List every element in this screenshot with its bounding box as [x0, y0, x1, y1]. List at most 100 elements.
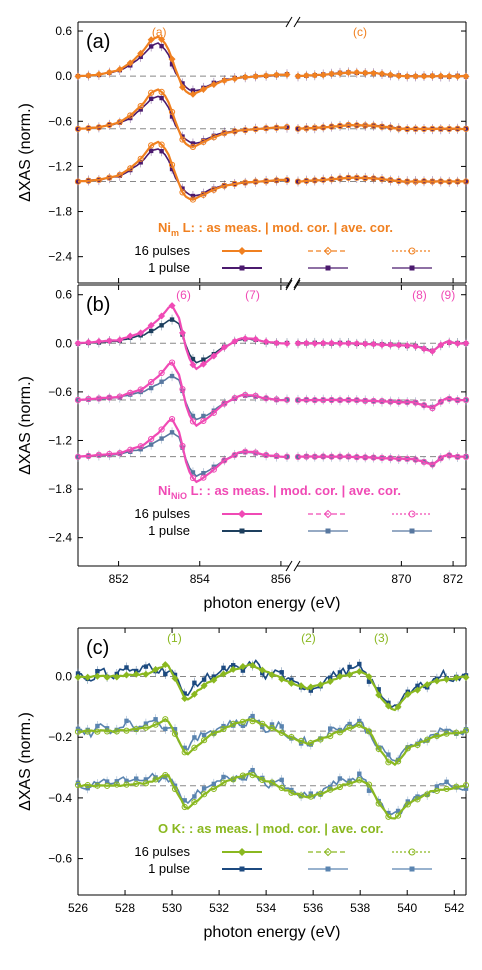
marker-16-pulse — [93, 672, 101, 680]
marker-16-pulse — [94, 728, 101, 735]
marker-1-pulse — [128, 392, 133, 397]
marker-16-pulse — [297, 682, 305, 690]
marker-16-pulse — [158, 35, 166, 43]
marker-16-pulse — [378, 70, 386, 78]
marker-16-pulse — [395, 177, 402, 185]
marker-16-pulse — [181, 749, 188, 756]
marker-1-pulse — [279, 670, 284, 675]
y-tick-label: 0.0 — [55, 336, 72, 350]
marker-16-pulse — [162, 716, 169, 723]
marker-16-pulse — [168, 359, 176, 366]
x-tick-label: 542 — [444, 901, 464, 915]
marker-16-pulse — [302, 72, 310, 80]
marker-16-pulse — [231, 75, 239, 83]
marker-16-pulse — [362, 175, 369, 182]
marker-1-pulse — [180, 186, 185, 191]
marker-16-pulse — [344, 68, 352, 76]
marker-16-pulse — [302, 339, 310, 347]
marker-16-pulse — [168, 55, 176, 63]
marker-16-pulse — [189, 361, 197, 369]
marker-1-pulse — [328, 675, 333, 680]
marker-16-pulse — [353, 340, 361, 348]
marker-16-pulse — [433, 787, 440, 794]
marker-16-pulse — [84, 673, 92, 681]
x-tick-label: 870 — [391, 572, 411, 586]
marker-16-pulse — [412, 342, 420, 350]
marker-1-pulse — [337, 776, 343, 781]
marker-1-pulse — [159, 379, 164, 384]
marker-16-pulse — [462, 782, 470, 789]
marker-16-pulse — [74, 728, 82, 735]
marker-16-pulse — [445, 338, 453, 346]
marker-16-pulse — [453, 783, 460, 790]
marker-16-pulse — [142, 670, 150, 678]
legend-marker — [238, 247, 246, 255]
x-tick-label: 526 — [68, 901, 88, 915]
marker-16-pulse — [336, 396, 344, 404]
marker-16-pulse — [283, 453, 291, 460]
marker-16-pulse — [263, 125, 270, 132]
marker-16-pulse — [113, 781, 120, 788]
marker-16-pulse — [104, 728, 111, 735]
marker-16-pulse — [353, 122, 360, 129]
marker-16-pulse — [462, 339, 470, 347]
marker-16-pulse — [199, 85, 207, 93]
marker-1-pulse — [192, 680, 197, 685]
marker-1-pulse — [211, 133, 217, 139]
marker-16-pulse — [137, 386, 144, 393]
marker-16-pulse — [420, 345, 428, 353]
marker-16-pulse — [428, 72, 436, 80]
marker-16-pulse — [127, 389, 134, 396]
marker-16-pulse — [242, 179, 249, 186]
marker-1-pulse — [169, 62, 175, 67]
marker-16-pulse — [387, 398, 394, 405]
marker-16-pulse — [462, 673, 470, 681]
marker-1-pulse — [169, 430, 175, 435]
marker-16-pulse — [462, 125, 470, 132]
marker-16-pulse — [346, 671, 354, 679]
marker-16-pulse — [171, 730, 179, 737]
y-tick-label: −0.4 — [48, 791, 72, 805]
y-axis-label: ΔXAS (norm.) — [17, 103, 34, 202]
marker-16-pulse — [249, 772, 256, 779]
marker-1-pulse — [211, 674, 216, 679]
marker-1-pulse — [190, 88, 196, 93]
marker-16-pulse — [395, 758, 402, 765]
marker-16-pulse — [116, 449, 123, 457]
marker-1-pulse — [148, 96, 154, 102]
marker-16-pulse — [168, 415, 176, 423]
marker-16-pulse — [303, 125, 310, 132]
marker-1-pulse — [182, 691, 187, 696]
marker-16-pulse — [452, 674, 460, 682]
marker-16-pulse — [161, 661, 169, 669]
marker-16-pulse — [370, 397, 377, 405]
marker-16-pulse — [420, 72, 428, 80]
marker-16-pulse — [74, 125, 82, 133]
marker-16-pulse — [394, 703, 402, 711]
marker-16-pulse — [311, 71, 319, 79]
marker-16-pulse — [445, 72, 453, 80]
marker-16-pulse — [375, 800, 382, 807]
marker-16-pulse — [147, 36, 155, 44]
marker-16-pulse — [420, 459, 428, 466]
marker-16-pulse — [283, 340, 291, 348]
marker-16-pulse — [95, 124, 103, 131]
marker-16-pulse — [263, 395, 270, 402]
series-line-16-pulse — [77, 717, 467, 767]
marker-1-pulse — [190, 356, 196, 362]
y-tick-label: −0.6 — [48, 852, 72, 866]
x-tick-label: 538 — [350, 901, 370, 915]
marker-16-pulse — [84, 71, 92, 79]
marker-16-pulse — [113, 728, 120, 735]
axis-break-mark — [293, 277, 301, 289]
marker-1-pulse — [172, 783, 178, 788]
marker-1-pulse — [124, 778, 129, 784]
legend: Nim L: : as meas. | mod. cor. | ave. cor… — [134, 220, 432, 275]
marker-16-pulse — [95, 451, 103, 458]
marker-1-pulse — [85, 727, 90, 733]
marker-16-pulse — [74, 72, 82, 80]
marker-16-pulse — [437, 125, 444, 132]
marker-16-pulse — [132, 670, 140, 678]
legend-marker — [408, 510, 416, 518]
marker-16-pulse — [414, 796, 421, 803]
